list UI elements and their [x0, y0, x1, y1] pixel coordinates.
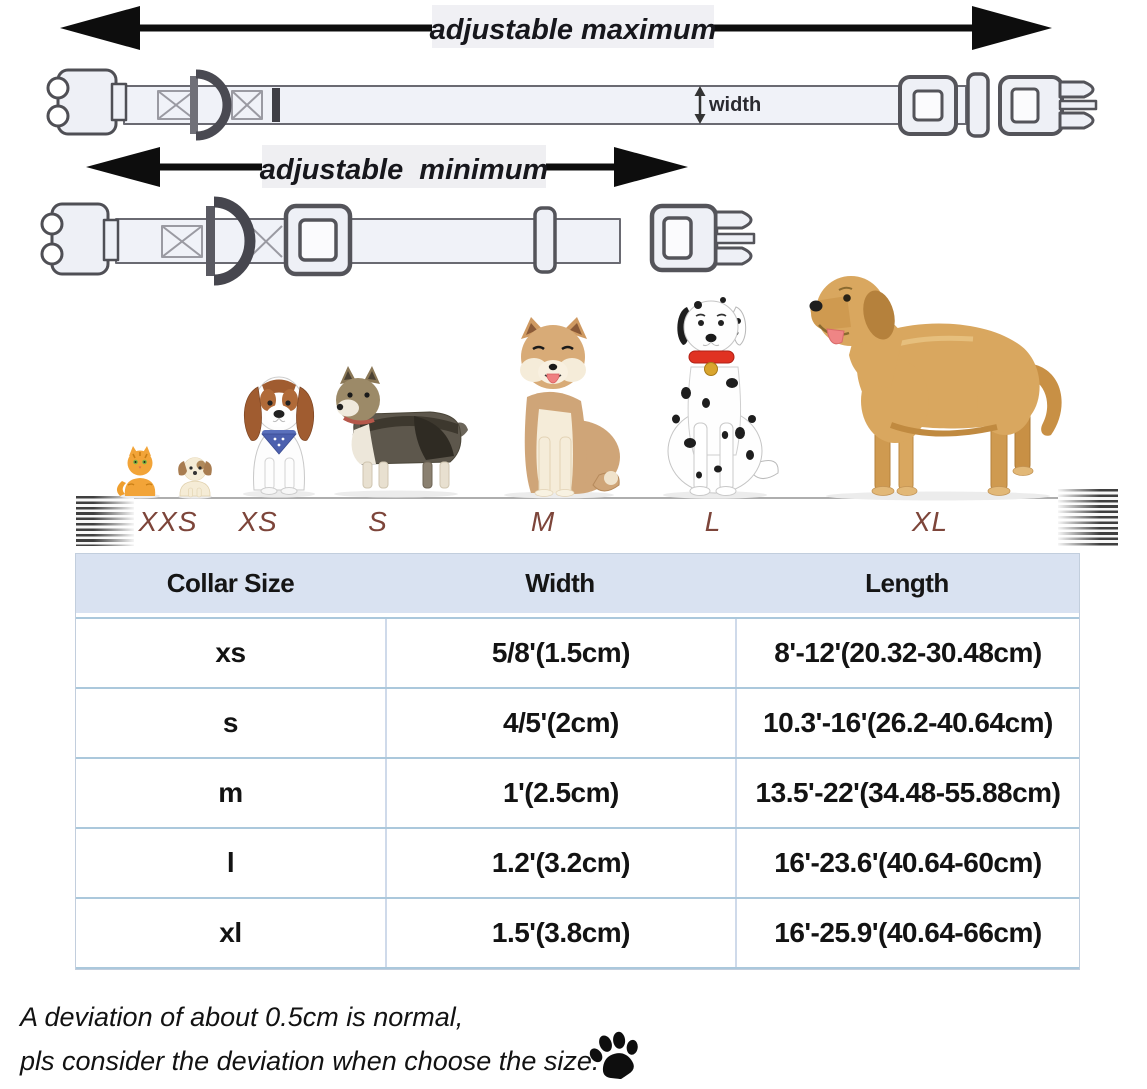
corgi-illustration-s: [334, 366, 468, 498]
buckle-female-icon: [649, 203, 756, 273]
arrow-head-right-icon: [614, 147, 688, 187]
cell-length: 13.5'-22'(34.48-55.88cm): [734, 759, 1079, 827]
width-label: width: [708, 94, 761, 116]
cell-size: xs: [215, 637, 246, 668]
cell-size: xl: [219, 917, 242, 948]
adjustable-minimum-label: adjustable minimum: [260, 154, 548, 186]
deviation-note-line2: pls consider the deviation when choose t…: [20, 1046, 600, 1076]
table-row-xl: xl 1.5'(3.8cm) 16'-25.9'(40.64-66cm): [76, 897, 1079, 969]
size-label-xxs: XXS: [138, 506, 198, 537]
paw-print-icon: [589, 1031, 638, 1079]
size-label-s: S: [368, 506, 388, 537]
arrow-head-right-icon: [972, 6, 1052, 50]
collar-minimum-illustration: [40, 196, 756, 286]
column-header-length: Length: [865, 568, 949, 598]
golden-retriever-illustration-xl: [809, 276, 1062, 501]
dalmatian-spots: [672, 378, 756, 479]
buckle-female-icon: [998, 75, 1098, 136]
size-label-xs: XS: [238, 506, 278, 537]
stitch-box-icon: [161, 225, 283, 258]
adjustable-minimum-arrow: adjustable minimum: [86, 145, 688, 188]
cell-width: 4/5'(2cm): [384, 689, 735, 757]
cell-length: 10.3'-16'(26.2-40.64cm): [734, 689, 1079, 757]
cell-size: l: [226, 847, 235, 878]
column-header-collar-size: Collar Size: [166, 568, 295, 598]
collar-adjustment-diagram: adjustable maximum: [40, 5, 1098, 286]
d-ring-icon: [190, 76, 198, 134]
size-label-l: L: [704, 506, 722, 537]
cell-size: m: [218, 777, 243, 808]
cell-width: 5/8'(1.5cm): [384, 619, 735, 687]
size-table-header-row: Collar Size Width Length: [76, 554, 1079, 613]
cell-width: 1.5'(3.8cm): [384, 899, 735, 967]
shiba-inu-illustration-m: [504, 317, 620, 499]
table-row-xs: xs 5/8'(1.5cm) 8'-12'(20.32-30.48cm): [76, 617, 1079, 687]
cell-size: s: [222, 707, 239, 738]
table-row-m: m 1'(2.5cm) 13.5'-22'(34.48-55.88cm): [76, 757, 1079, 827]
deviation-note-line1: A deviation of about 0.5cm is normal,: [20, 1002, 464, 1032]
collar-maximum-illustration: width: [46, 68, 1098, 141]
adjustable-maximum-label: adjustable maximum: [430, 14, 717, 46]
table-row-s: s 4/5'(2cm) 10.3'-16'(26.2-40.64cm): [76, 687, 1079, 757]
tape-end-left-icon: [76, 496, 134, 546]
cell-length: 8'-12'(20.32-30.48cm): [734, 619, 1079, 687]
basset-hound-illustration-xs: [243, 376, 315, 498]
buckle-male-icon: [50, 202, 110, 276]
cell-length: 16'-23.6'(40.64-60cm): [734, 829, 1079, 897]
width-annotation: width: [694, 86, 761, 124]
cat-illustration-xxs: [116, 446, 160, 499]
tape-end-right-icon: [1058, 489, 1118, 546]
puppy-illustration-xxs: [178, 457, 212, 499]
d-ring-icon: [206, 206, 215, 276]
table-row-l: l 1.2'(3.2cm) 16'-23.6'(40.64-60cm): [76, 827, 1079, 897]
size-label-m: M: [530, 506, 556, 537]
cell-width: 1'(2.5cm): [384, 759, 735, 827]
buckle-male-icon: [56, 68, 118, 136]
size-table-body: xs 5/8'(1.5cm) 8'-12'(20.32-30.48cm) s 4…: [76, 617, 1079, 969]
stitch-box-icon: [157, 90, 263, 120]
size-label-xl: XL: [911, 506, 949, 537]
adjustable-maximum-arrow: adjustable maximum: [60, 5, 1052, 50]
arrow-head-left-icon: [86, 147, 160, 187]
arrow-head-left-icon: [60, 6, 140, 50]
cell-width: 1.2'(3.2cm): [384, 829, 735, 897]
size-table: Collar Size Width Length xs 5/8'(1.5cm) …: [75, 553, 1080, 970]
dalmatian-illustration-l: [663, 297, 779, 499]
cell-length: 16'-25.9'(40.64-66cm): [734, 899, 1079, 967]
column-header-width: Width: [525, 568, 595, 598]
